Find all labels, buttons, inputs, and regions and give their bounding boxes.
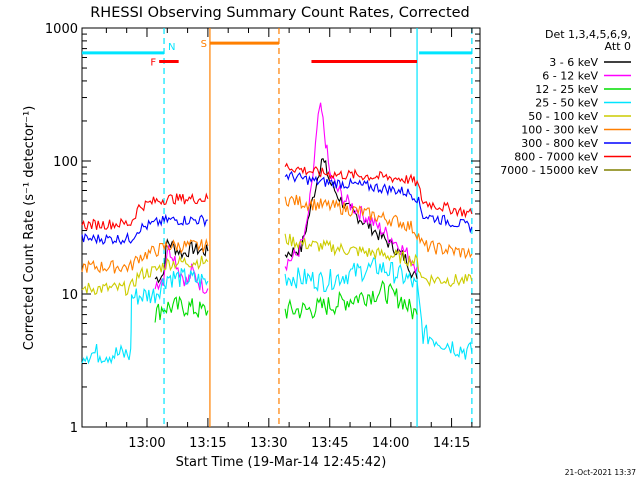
- series-7-segment-0: [81, 192, 209, 231]
- flag-label-S: S: [201, 39, 207, 50]
- y-tick-label-3: 1000: [45, 22, 78, 37]
- series-4-segment-0: [81, 255, 209, 297]
- state-change-lines: [163, 28, 473, 427]
- series-3-segment-1: [284, 257, 473, 360]
- flag-label-F: F: [150, 57, 156, 68]
- series-4-segment-1: [284, 233, 473, 288]
- legend-label-6: 300 - 800 keV: [521, 137, 598, 150]
- y-tick-label-2: 100: [53, 155, 78, 170]
- series-5-segment-1: [284, 194, 473, 260]
- legend-label-2: 12 - 25 keV: [535, 83, 598, 96]
- legend-label-7: 800 - 7000 keV: [514, 151, 598, 164]
- legend-header-attenuator: Att 0: [605, 40, 631, 53]
- legend-label-4: 50 - 100 keV: [528, 110, 598, 123]
- y-axis-label: Corrected Count Rate (s⁻¹ detector⁻¹): [22, 106, 37, 351]
- legend-label-1: 6 - 12 keV: [542, 70, 598, 83]
- x-tick-label-2: 13:30: [250, 436, 287, 451]
- series-1-segment-1: [284, 102, 418, 275]
- legend-label-0: 3 - 6 keV: [549, 56, 598, 69]
- axis-ticks: 13:00 13:15 13:30 13:45 14:00 14:15 1 10 100 1000: [45, 22, 480, 451]
- x-tick-label-4: 14:00: [372, 436, 409, 451]
- series-2-segment-1: [284, 280, 418, 320]
- legend-header-detectors: Det 1,3,4,5,6,9,: [545, 28, 631, 41]
- series-5-segment-0: [81, 238, 209, 274]
- series-2-segment-0: [154, 295, 209, 323]
- series-traces: [81, 102, 473, 365]
- legend-label-3: 25 - 50 keV: [535, 97, 598, 110]
- series-3-segment-0: [81, 267, 209, 365]
- x-axis-label: Start Time (19-Mar-14 12:45:42): [176, 455, 387, 470]
- plot-frame: [81, 27, 481, 428]
- y-tick-label-1: 10: [61, 288, 78, 303]
- series-6-segment-1: [284, 170, 473, 234]
- x-tick-label-1: 13:15: [189, 436, 226, 451]
- series-7-segment-1: [284, 162, 473, 219]
- series-6-segment-0: [81, 213, 208, 246]
- footer-date: 21-Oct-2021 13:37: [565, 468, 636, 477]
- x-tick-label-3: 13:45: [311, 436, 348, 451]
- y-tick-label-0: 1: [70, 421, 78, 436]
- x-tick-label-0: 13:00: [128, 436, 165, 451]
- observing-flags: N F S: [82, 39, 472, 68]
- chart-title: RHESSI Observing Summary Count Rates, Co…: [90, 5, 470, 21]
- legend-label-8: 7000 - 15000 keV: [500, 164, 598, 177]
- legend-label-5: 100 - 300 keV: [521, 124, 598, 137]
- flag-label-N: N: [168, 42, 175, 53]
- x-tick-label-5: 14:15: [433, 436, 470, 451]
